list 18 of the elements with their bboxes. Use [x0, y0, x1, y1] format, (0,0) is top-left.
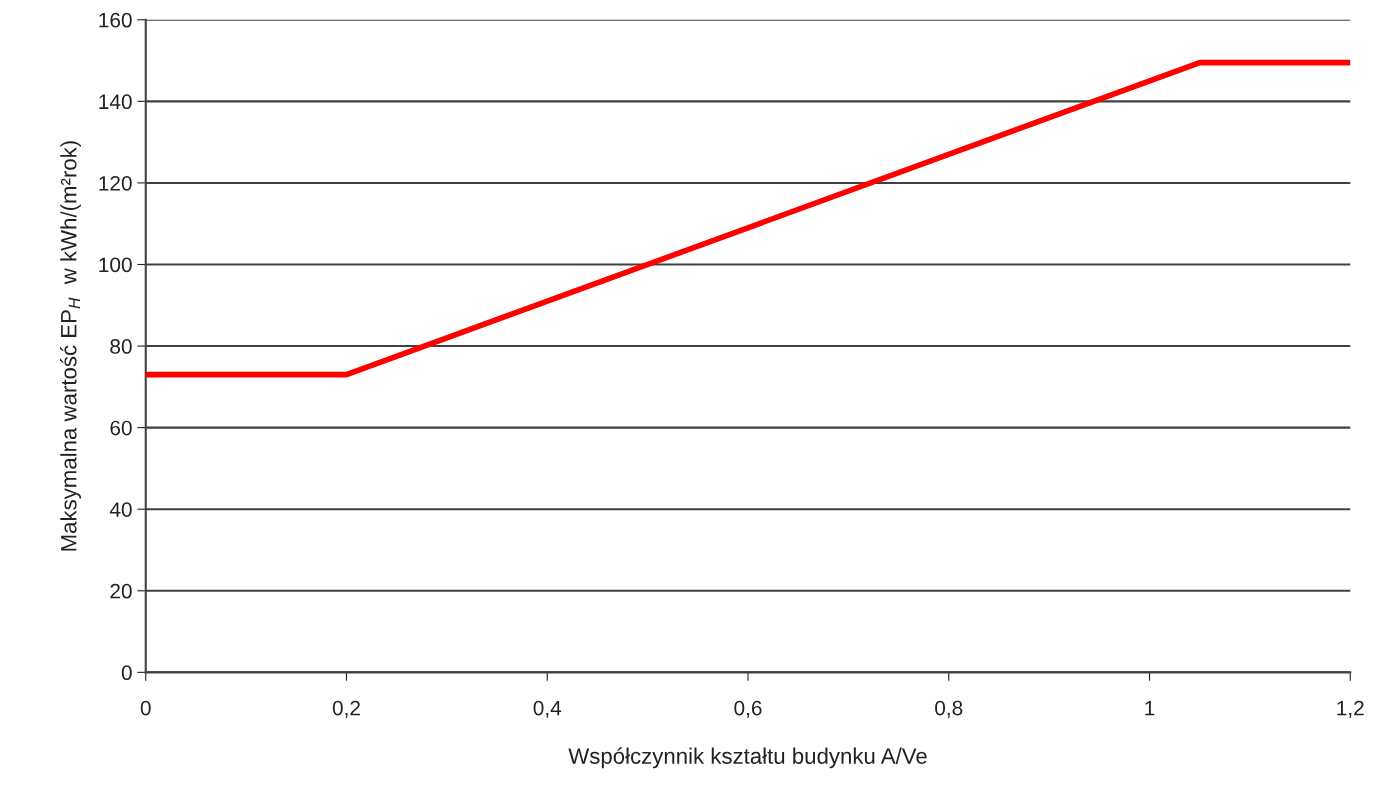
x-tick-label: 0,6: [734, 700, 762, 718]
y-axis-title: Maksymalna wartość EP$_{H}$ w kWh/(m²rok): [60, 141, 81, 551]
x-tick-label: 0,4: [533, 700, 562, 718]
y-tick-label: 40: [109, 502, 132, 517]
y-tick-label: 160: [99, 12, 132, 28]
y-tick-label: 20: [110, 583, 132, 599]
y-tick-label: 120: [99, 175, 132, 191]
x-tick-label: 0: [140, 700, 151, 716]
x-tick-label: 1,2: [1337, 700, 1364, 718]
y-tick-label: 80: [110, 339, 132, 354]
y-tick-label: 100: [99, 257, 132, 273]
x-tick-label: 0,2: [332, 700, 360, 718]
y-tick-label: 140: [99, 94, 132, 110]
x-tick-label: 1: [1145, 700, 1155, 716]
y-tick-label: 60: [110, 420, 132, 436]
y-tick-label: 0: [121, 665, 132, 681]
x-axis-title: Współczynnik kształtu budynku A/Ve: [568, 747, 927, 769]
x-tick-label: 0,8: [935, 700, 963, 718]
